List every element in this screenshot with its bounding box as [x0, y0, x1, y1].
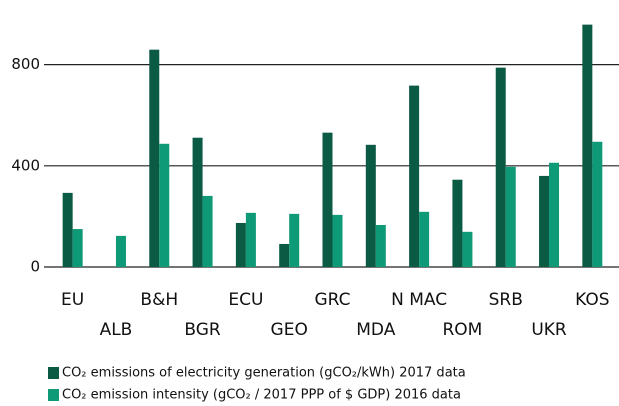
x-tick-label: SRB [489, 290, 523, 310]
bar [322, 132, 333, 267]
bar [365, 144, 376, 267]
bar [452, 179, 463, 267]
bar [409, 85, 420, 267]
legend-label: CO₂ emission intensity (gCO₂ / 2017 PPP … [62, 388, 461, 403]
bar [235, 222, 246, 267]
bar [582, 24, 593, 267]
legend-label: CO₂ emissions of electricity generation … [62, 366, 466, 381]
x-tick-label: ALB [100, 320, 133, 340]
x-tick-label: MDA [356, 320, 395, 340]
bar [72, 229, 83, 267]
x-tick-label: ROM [442, 320, 482, 340]
x-tick-label: KOS [575, 290, 609, 310]
x-tick-label: N MAC [391, 290, 447, 310]
y-tick-label: 0 [30, 258, 40, 276]
x-tick-label: BGR [184, 320, 221, 340]
x-tick-label: B&H [140, 290, 178, 310]
x-tick-label: EU [61, 290, 84, 310]
bar [495, 67, 506, 267]
bar [115, 235, 126, 267]
bar [539, 175, 550, 267]
bar [289, 213, 300, 267]
legend-swatch [48, 389, 59, 401]
x-tick-label: ECU [228, 290, 263, 310]
bar [419, 211, 430, 267]
bar [192, 137, 203, 267]
bar [245, 212, 256, 267]
x-tick-label: UKR [531, 320, 567, 340]
x-tick-label: GEO [271, 320, 308, 340]
x-tick-label: GRC [314, 290, 350, 310]
bar [592, 141, 603, 267]
bar [279, 243, 290, 267]
bar [549, 162, 560, 267]
bar [505, 166, 516, 267]
y-tick-label: 400 [11, 156, 40, 174]
bar [159, 143, 170, 267]
bar [149, 49, 160, 267]
y-tick-label: 800 [11, 55, 40, 73]
bar [332, 214, 343, 267]
bar [62, 192, 73, 267]
legend-swatch [48, 367, 59, 379]
bar [462, 231, 473, 267]
bar [202, 195, 213, 267]
bar [375, 225, 386, 267]
